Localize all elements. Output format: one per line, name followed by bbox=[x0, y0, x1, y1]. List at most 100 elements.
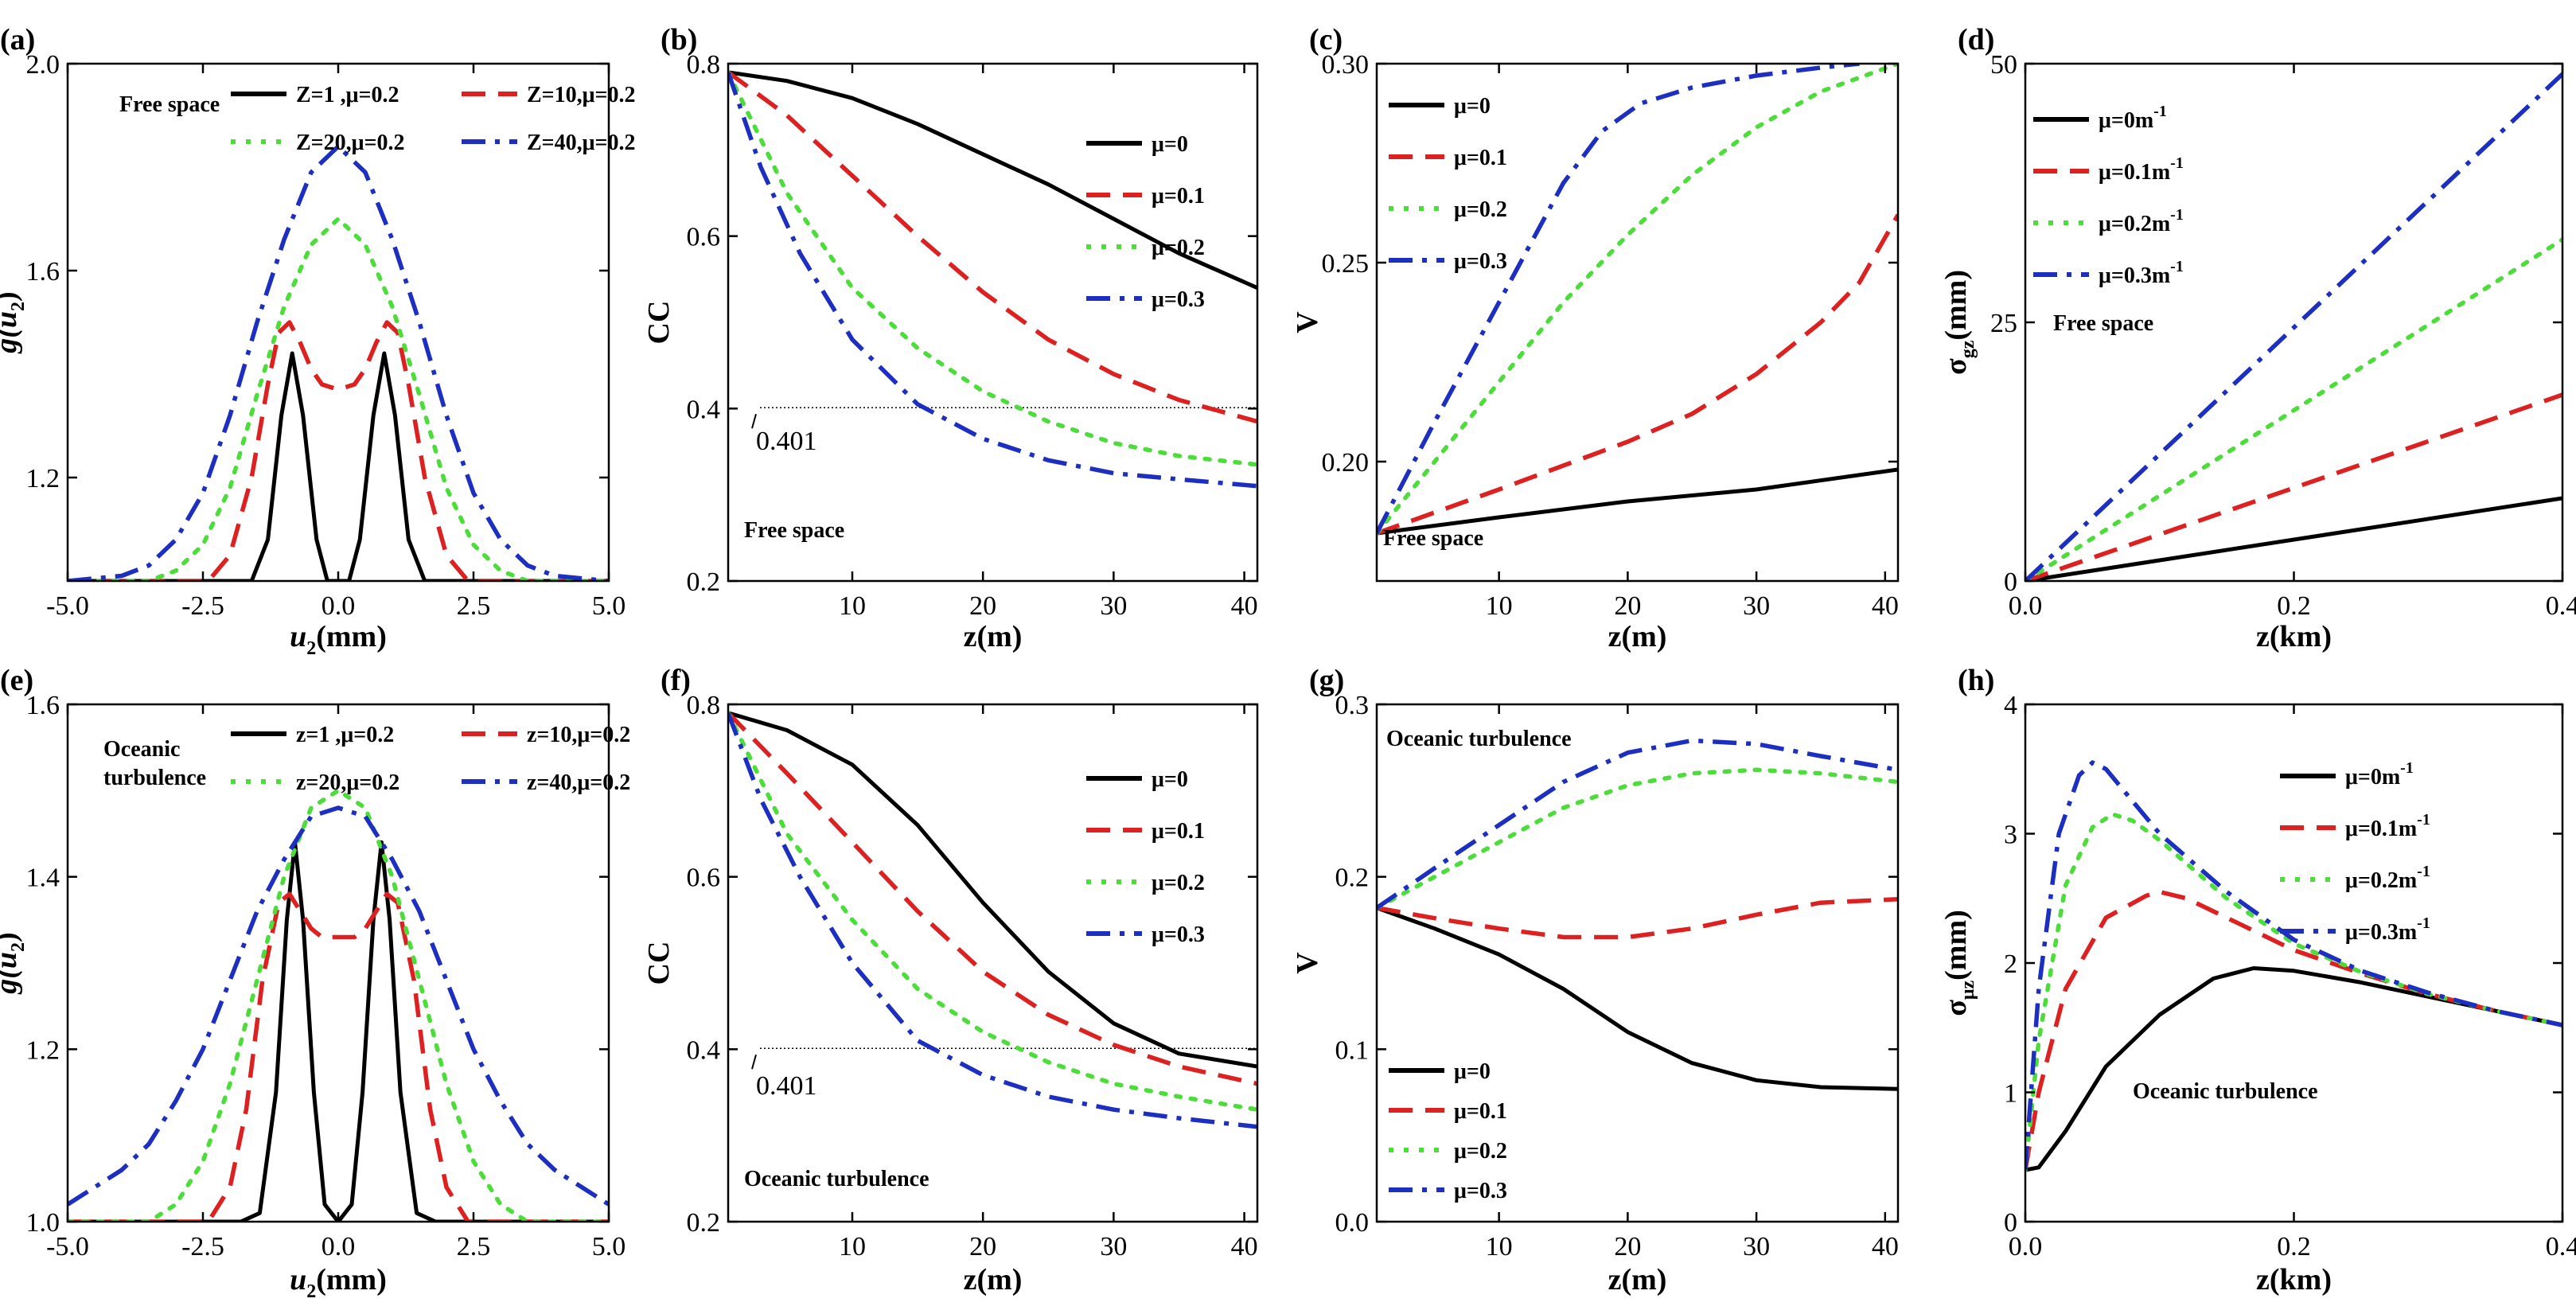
y-axis-label: g(u2) bbox=[0, 932, 29, 994]
x-axis-label: z(m) bbox=[964, 620, 1023, 653]
legend-label: μ=0m-1 bbox=[2099, 103, 2167, 133]
legend-label: μ=0 bbox=[1454, 1059, 1491, 1084]
x-tick-label: 30 bbox=[1100, 1232, 1127, 1261]
x-tick-label: 0.2 bbox=[2277, 1232, 2311, 1261]
x-tick-label: 20 bbox=[1614, 591, 1641, 621]
legend-label: μ=0.2 bbox=[1454, 1139, 1507, 1164]
y-tick-label: 1.6 bbox=[26, 257, 60, 287]
panel-label: (d) bbox=[1958, 23, 1994, 57]
plot-frame bbox=[1375, 62, 1900, 583]
panel-annotation: Oceanic turbulence bbox=[1386, 727, 1572, 751]
x-tick-label: 40 bbox=[1872, 591, 1899, 621]
x-tick-label: 5.0 bbox=[592, 591, 626, 621]
legend-label: μ=0.3m-1 bbox=[2099, 258, 2184, 288]
y-tick-label: 0.1 bbox=[1335, 1035, 1370, 1065]
y-tick-label: 1.0 bbox=[26, 1208, 60, 1238]
series-line-red bbox=[2025, 889, 2562, 1171]
series-line-green bbox=[728, 711, 1257, 1112]
y-tick-label: 0.20 bbox=[1322, 448, 1370, 478]
x-tick-label: -2.5 bbox=[181, 591, 224, 621]
panel-annotation: Oceanic turbulence bbox=[2133, 1079, 2318, 1104]
x-tick-label: 20 bbox=[969, 591, 996, 621]
legend-label: μ=0 bbox=[1454, 94, 1491, 119]
panel-annotation: Free space bbox=[744, 518, 844, 543]
y-tick-label: 3 bbox=[2004, 821, 2017, 850]
x-tick-label: 2.5 bbox=[457, 591, 491, 621]
series-line-blue bbox=[728, 712, 1257, 1129]
y-tick-label: 0.30 bbox=[1322, 50, 1370, 80]
series-line-blue bbox=[68, 805, 609, 1207]
panel-b: 0.401 10 20 30 40 0.2 0.4 0.6 0.8 z(m) CC (b) Free s… bbox=[642, 23, 1259, 653]
y-tick-label: 50 bbox=[1990, 50, 2017, 80]
x-tick-label: -5.0 bbox=[46, 591, 89, 621]
legend-label: μ=0.3 bbox=[1454, 249, 1507, 274]
legend-label: z=40,μ=0.2 bbox=[527, 770, 630, 795]
legend-label: z=1 ,μ=0.2 bbox=[296, 723, 394, 747]
x-tick-label: 10 bbox=[839, 591, 866, 621]
y-tick-label: 0.8 bbox=[687, 50, 721, 80]
legend-label: μ=0.1 bbox=[1152, 184, 1205, 209]
legend-label: μ=0.2 bbox=[1152, 871, 1205, 895]
x-tick-label: 10 bbox=[1486, 591, 1513, 621]
legend-label: Z=1 ,μ=0.2 bbox=[296, 83, 399, 107]
x-tick-label: 10 bbox=[839, 1232, 866, 1261]
legend-label: Z=20,μ=0.2 bbox=[296, 131, 404, 155]
legend-label: μ=0.1m-1 bbox=[2345, 811, 2430, 841]
x-tick-label: 10 bbox=[1486, 1232, 1513, 1261]
plot-frame bbox=[1375, 703, 1900, 1223]
legend-label: μ=0m-1 bbox=[2345, 759, 2414, 790]
series-line-red bbox=[2025, 392, 2562, 581]
panel-label: (c) bbox=[1309, 23, 1343, 57]
series-line-green bbox=[68, 788, 609, 1222]
panel-label: (a) bbox=[0, 23, 35, 57]
x-tick-label: 0.0 bbox=[322, 591, 356, 621]
y-tick-label: 2 bbox=[2004, 949, 2017, 979]
panel-annotation: Oceanic turbulence bbox=[744, 1167, 929, 1191]
series-line-blue bbox=[2025, 72, 2562, 581]
x-tick-label: 40 bbox=[1231, 1232, 1258, 1261]
y-tick-label: 0 bbox=[2004, 1208, 2017, 1238]
y-axis-label: CC bbox=[642, 942, 676, 985]
panel-f: 0.401 10 20 30 40 0.2 0.4 0.6 0.8 z(m) CC (f) Oceani… bbox=[642, 664, 1259, 1296]
legend-label: μ=0.2 bbox=[1152, 236, 1205, 260]
x-axis-label: z(m) bbox=[964, 1263, 1023, 1296]
series-line-black bbox=[1377, 467, 1898, 536]
series-line-green bbox=[728, 70, 1257, 467]
series-line-black bbox=[2025, 966, 2562, 1172]
x-axis-label: u2(mm) bbox=[290, 620, 387, 659]
y-tick-label: 2.0 bbox=[26, 50, 60, 80]
legend-label: μ=0.1 bbox=[1454, 1099, 1507, 1124]
x-tick-label: 0.4 bbox=[2546, 591, 2576, 621]
legend-label: μ=0.2 bbox=[1454, 197, 1507, 222]
legend-label: Z=40,μ=0.2 bbox=[527, 131, 635, 155]
y-tick-label: 1.2 bbox=[26, 1035, 60, 1065]
x-axis-label: z(m) bbox=[1608, 620, 1667, 653]
series-line-black bbox=[68, 351, 609, 581]
y-axis-label: σgz(mm) bbox=[1939, 270, 1978, 375]
y-tick-label: 1.2 bbox=[26, 464, 60, 493]
panel-e: -5.0 -2.5 0.0 2.5 5.0 1.0 1.2 1.4 1.6 u2(mm) g(u2)… bbox=[0, 664, 630, 1302]
x-tick-label: 40 bbox=[1872, 1232, 1899, 1261]
series-line-red bbox=[728, 70, 1257, 424]
y-tick-label: 0.8 bbox=[687, 691, 721, 720]
legend-label: z=20,μ=0.2 bbox=[296, 770, 399, 795]
panel-annotation: Free space bbox=[1383, 526, 1483, 551]
panel-label: (g) bbox=[1309, 664, 1344, 697]
series-line-green bbox=[2025, 237, 2562, 581]
y-tick-label: 0.0 bbox=[1335, 1208, 1370, 1238]
series-line-blue bbox=[1377, 64, 1860, 535]
plot-frame bbox=[2024, 703, 2564, 1223]
panel-g: 10 20 30 40 0.0 0.1 0.2 0.3 z(m) V (g) Oceanic turb… bbox=[1291, 664, 1900, 1296]
series-line-red bbox=[1377, 897, 1898, 940]
y-tick-label: 0.2 bbox=[687, 567, 721, 597]
series-line-blue bbox=[728, 71, 1257, 489]
legend-label: μ=0.3 bbox=[1152, 922, 1205, 947]
panel-annotation: Free space bbox=[2053, 311, 2153, 336]
x-axis-label: u2(mm) bbox=[290, 1263, 387, 1302]
y-tick-label: 0.4 bbox=[687, 1035, 721, 1065]
series-line-black bbox=[728, 70, 1257, 290]
x-axis-label: z(km) bbox=[2256, 620, 2332, 653]
panel-d: 0.0 0.2 0.4 0 25 50 z(km) σgz(mm) (d) Free space μ… bbox=[1939, 23, 2576, 653]
legend-label: μ=0.1 bbox=[1152, 819, 1205, 844]
series-line-green bbox=[1377, 767, 1898, 910]
